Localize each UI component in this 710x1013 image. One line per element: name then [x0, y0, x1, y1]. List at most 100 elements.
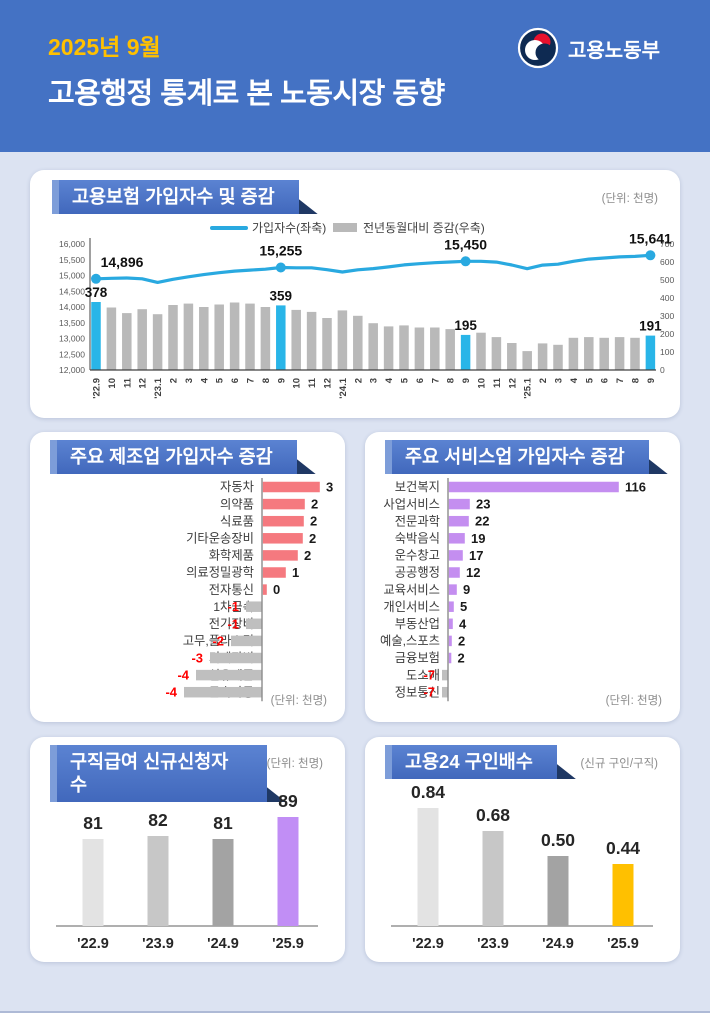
- value-label: 4: [459, 616, 467, 631]
- badge-fold-icon: [298, 199, 318, 214]
- x-axis-tick: 8: [446, 378, 457, 383]
- right-axis-tick: 400: [660, 293, 674, 303]
- card-ratio: 고용24 구인배수 (신규 구인/구직) 0.84'22.9 0.68'23.9 0…: [365, 737, 680, 962]
- x-axis-tick: '23.1: [153, 377, 164, 398]
- value-label: 0.68: [476, 805, 510, 825]
- insured-combo-chart: 가입자수(좌축) 전년동월대비 증감(우축) 16,000 15,500 15,000 1…: [59, 221, 674, 399]
- card-claims: 구직급여 신규신청자수 (단위: 천명) 81 '22.9 82 '23.9 81 '24…: [30, 737, 345, 962]
- x-axis-tick: 6: [415, 378, 426, 383]
- chart-title-badge: 구직급여 신규신청자수: [50, 745, 286, 802]
- delta-bar: [353, 315, 363, 370]
- value-label: -7: [423, 685, 435, 700]
- delta-bar: [106, 307, 117, 370]
- v-bar: [547, 856, 569, 926]
- x-axis-tick: 2: [538, 378, 549, 383]
- unit-label: (단위: 천명): [601, 193, 658, 205]
- h-bar: [196, 669, 262, 681]
- x-axis-tick: 10: [477, 378, 488, 389]
- delta-bar: [553, 344, 563, 370]
- line-point: [645, 250, 656, 261]
- badge-fold-icon: [296, 459, 316, 474]
- taegeuk-emblem-icon: [517, 27, 559, 69]
- value-label: 0.50: [541, 830, 575, 850]
- bar-value-label: 378: [85, 285, 108, 300]
- line-point: [275, 262, 286, 273]
- delta-bar: [199, 307, 209, 370]
- category-label: 기타운송장비: [186, 532, 254, 546]
- chart-title-badge: 주요 서비스업 가입자수 증감: [385, 440, 668, 474]
- value-label: 2: [311, 497, 318, 512]
- h-bar: [448, 533, 465, 544]
- category-label: 금융보험: [395, 651, 440, 665]
- h-bar: [448, 498, 470, 510]
- h-bar: [448, 635, 452, 647]
- delta-bar: [122, 313, 132, 370]
- value-label: 0: [273, 582, 280, 597]
- left-axis-tick: 13,000: [59, 334, 85, 344]
- h-bar: [448, 584, 457, 595]
- unit-label: (단위: 천명): [606, 693, 663, 707]
- h-bar: [246, 618, 262, 630]
- x-axis-tick: 7: [246, 378, 257, 383]
- h-bar: [184, 686, 262, 698]
- x-axis-tick: 8: [261, 378, 272, 383]
- chart-title-badge: 주요 제조업 가입자수 증감: [50, 440, 316, 474]
- category-label: 의약품: [220, 496, 254, 511]
- chart-title: 고용24 구인배수: [405, 751, 533, 772]
- h-bar: [448, 652, 452, 664]
- delta-bar: [322, 318, 332, 370]
- x-axis-tick: 10: [107, 378, 118, 389]
- category-label: 사업서비스: [383, 497, 440, 511]
- line-value-label: 15,255: [259, 242, 302, 258]
- x-axis-tick: 3: [554, 378, 565, 383]
- category-label: 도소매: [406, 668, 440, 682]
- left-axis-tick: 12,000: [59, 365, 85, 375]
- value-label: 2: [458, 633, 465, 648]
- delta-bar: [368, 323, 378, 370]
- delta-bar: [460, 334, 471, 370]
- h-bar: [210, 652, 262, 664]
- h-bar: [231, 635, 262, 647]
- value-label: 116: [625, 480, 646, 495]
- x-axis-tick: 10: [292, 378, 303, 389]
- h-bar: [448, 515, 469, 527]
- value-label: -7: [423, 668, 435, 683]
- value-label: 0.44: [606, 838, 640, 858]
- left-axis-tick: 14,500: [59, 286, 85, 296]
- chart-title: 주요 서비스업 가입자수 증감: [405, 446, 625, 467]
- delta-bar: [152, 314, 163, 370]
- delta-bar: [430, 327, 440, 370]
- delta-bar: [599, 337, 609, 370]
- category-label: 운수창고: [395, 549, 440, 563]
- x-axis-tick: '23.9: [477, 936, 509, 952]
- value-label: -1: [227, 616, 239, 631]
- x-axis-tick: '22.9: [92, 378, 103, 399]
- x-axis-tick: '25.9: [607, 936, 639, 952]
- right-axis-tick: 100: [660, 347, 674, 357]
- value-label: -4: [165, 685, 177, 700]
- h-bar: [448, 550, 463, 561]
- value-label: 22: [475, 514, 489, 529]
- delta-bar: [291, 309, 301, 370]
- value-label: 0.84: [411, 782, 445, 802]
- category-label: 숙박음식: [395, 532, 440, 546]
- value-label: 12: [466, 565, 480, 580]
- delta-bar: [183, 303, 194, 370]
- subscriber-line: [94, 253, 653, 285]
- delta-bar: [168, 305, 178, 370]
- value-label: 2: [458, 651, 465, 666]
- delta-bar: [522, 351, 532, 370]
- value-label: -3: [191, 651, 203, 666]
- x-axis-tick: 11: [492, 377, 503, 388]
- moel-logo: 고용노동부: [517, 27, 660, 69]
- h-bar: [442, 669, 448, 681]
- x-axis-tick: '25.9: [272, 936, 304, 952]
- right-axis-tick: 300: [660, 311, 674, 321]
- delta-bar: [630, 337, 640, 370]
- value-label: -4: [177, 668, 189, 683]
- right-axis-tick: 500: [660, 275, 674, 285]
- h-bar: [442, 686, 448, 698]
- right-axis-tick: 0: [660, 365, 665, 375]
